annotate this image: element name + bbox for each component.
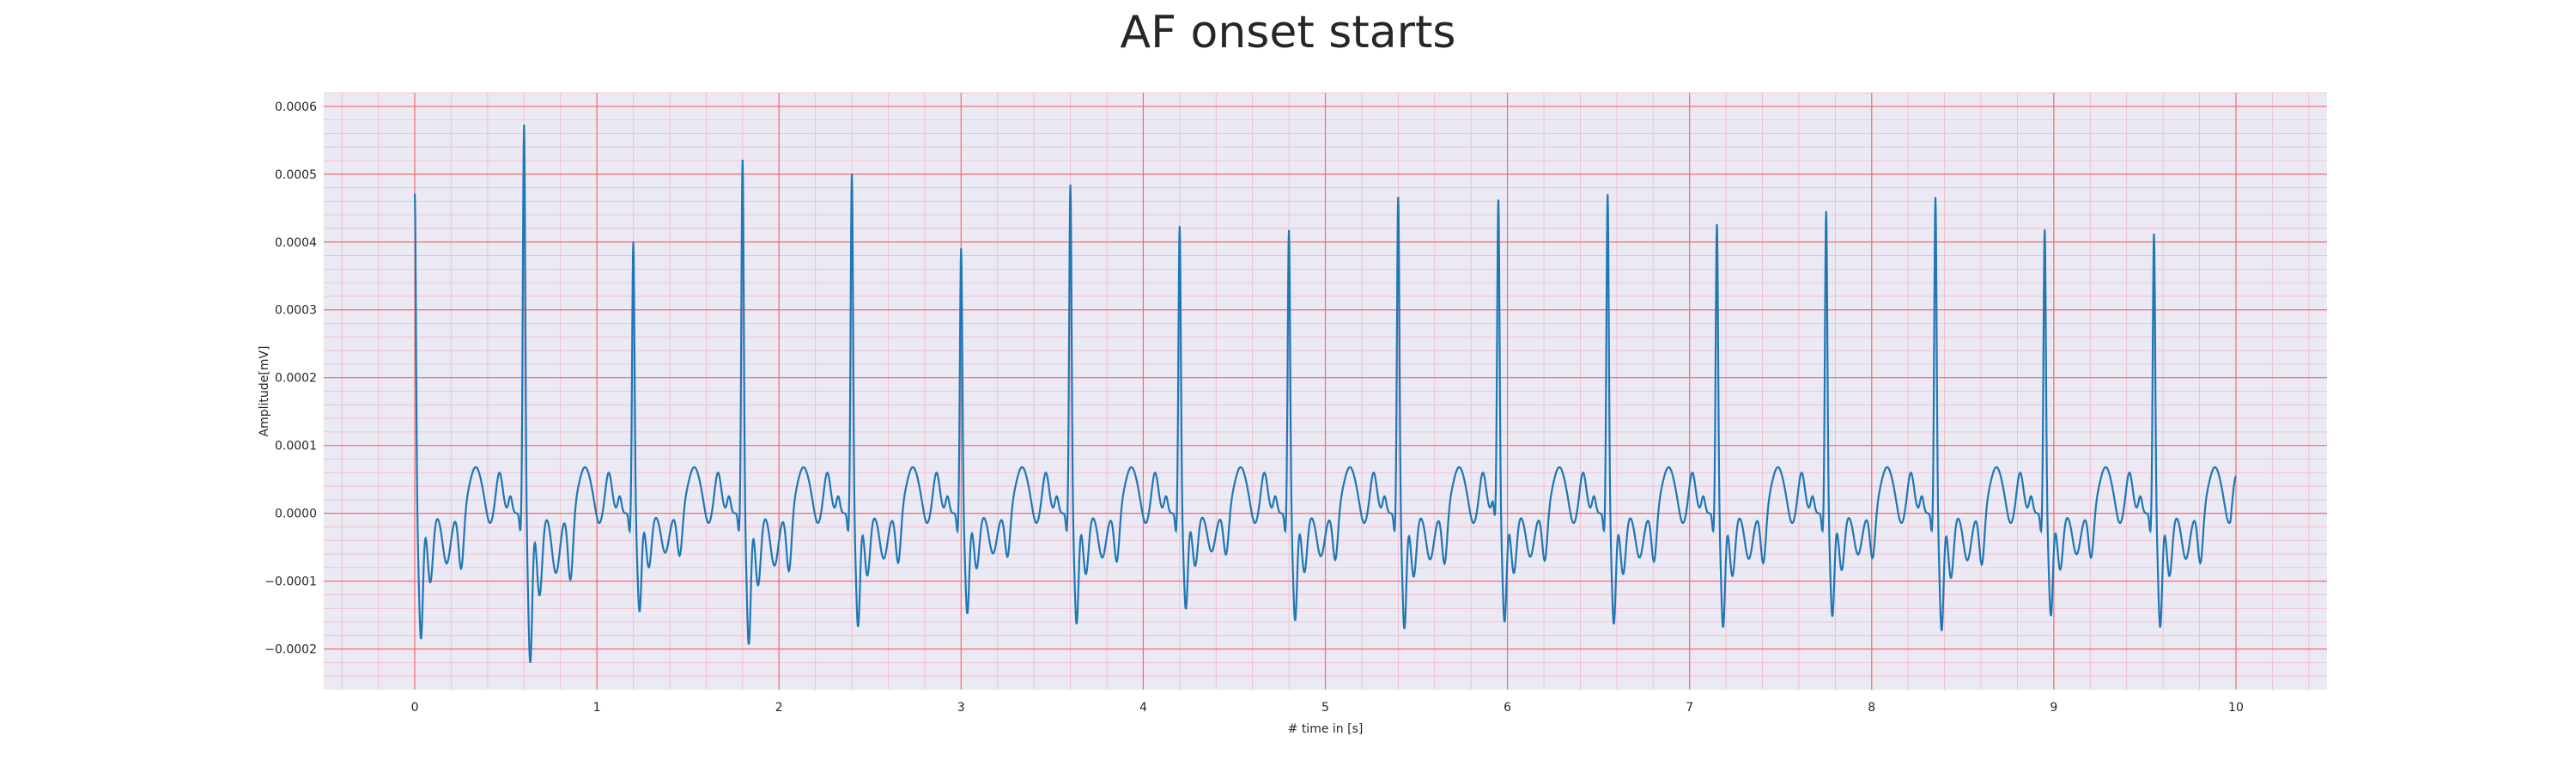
x-tick-label: 8 bbox=[1868, 701, 1875, 715]
x-tick-label: 1 bbox=[593, 701, 601, 715]
x-axis-label: # time in [s] bbox=[1288, 722, 1364, 736]
y-tick-label: −0.0001 bbox=[264, 575, 317, 589]
y-tick-label: −0.0002 bbox=[264, 643, 317, 657]
y-axis-label: Amplitude[mV] bbox=[258, 346, 271, 437]
x-axis-ticks: 0 1 2 3 4 5 6 7 8 9 10 bbox=[411, 701, 2244, 715]
y-tick-label: 0.0002 bbox=[275, 372, 317, 386]
x-tick-label: 4 bbox=[1139, 701, 1147, 715]
x-tick-label: 2 bbox=[775, 701, 783, 715]
y-tick-label: 0.0006 bbox=[275, 100, 317, 114]
major-grid bbox=[324, 93, 2327, 690]
x-tick-label: 6 bbox=[1504, 701, 1511, 715]
x-tick-label: 3 bbox=[957, 701, 965, 715]
y-tick-label: 0.0004 bbox=[275, 236, 317, 250]
x-tick-label: 5 bbox=[1321, 701, 1329, 715]
ecg-series-line bbox=[413, 125, 2237, 663]
x-tick-label: 10 bbox=[2228, 701, 2244, 715]
y-axis-ticks: −0.0002 −0.0001 0.0000 0.0001 0.0002 0.0003 0.… bbox=[264, 100, 317, 657]
x-tick-label: 7 bbox=[1686, 701, 1693, 715]
y-tick-label: 0.0000 bbox=[275, 508, 317, 521]
x-tick-label: 9 bbox=[2050, 701, 2057, 715]
y-tick-label: 0.0005 bbox=[275, 168, 317, 182]
y-tick-label: 0.0003 bbox=[275, 304, 317, 318]
chart-title: AF onset starts bbox=[1120, 7, 1456, 58]
x-tick-label: 0 bbox=[411, 701, 419, 715]
y-tick-label: 0.0001 bbox=[275, 440, 317, 453]
